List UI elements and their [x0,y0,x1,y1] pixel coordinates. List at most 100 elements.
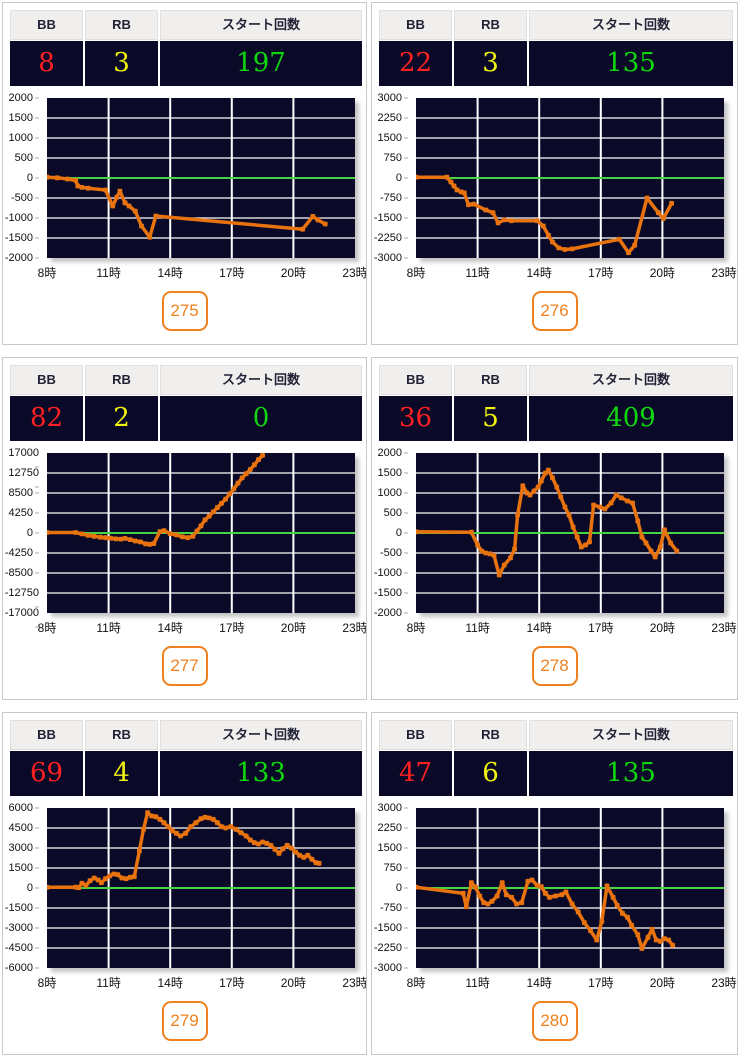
x-axis-label: 11時 [465,621,490,635]
stats-table: BB RB スタート回数 22 3 135 [379,10,733,86]
x-axis-label: 20時 [649,266,676,280]
y-axis-label: 6000 [3,801,39,815]
machine-number-badge[interactable]: 276 [531,291,578,331]
plot-area [416,808,724,968]
y-axis-label: -8500 [3,566,39,580]
y-axis-label: -2250 [372,231,408,245]
x-axis-label: 17時 [588,976,614,990]
plot-area [47,98,355,258]
x-axis-label: 8時 [37,266,57,280]
y-axis-label: 17000 [3,446,39,474]
bb-header: BB [379,10,452,40]
y-axis-label: -2000 [372,606,408,620]
y-axis-label: 4500 [3,821,39,835]
y-axis-label: -4250 [3,546,39,560]
x-axis-label: 17時 [219,266,245,280]
rb-header: RB [85,365,158,395]
y-axis-label: -3000 [372,961,408,975]
machine-panel-277: BB RB スタート回数 82 2 0 17000 12750 8500 4250 0 -… [2,357,367,700]
x-axis-label: 8時 [37,621,57,635]
y-axis-label: 500 [372,506,408,520]
x-axis-label: 11時 [96,266,121,280]
slump-graph: 3000 2250 1500 750 0 -750 -1500 -2250 -3000 8時 11時… [372,800,737,992]
y-axis-label: -1500 [372,211,408,225]
machine-panel-276: BB RB スタート回数 22 3 135 3000 2250 1500 750 0 -7… [371,2,738,345]
y-axis-label: 1500 [3,111,39,125]
y-axis-label: -750 [372,901,408,915]
x-axis-label: 20時 [280,621,307,635]
x-axis-label: 23時 [342,266,367,280]
y-axis-label: -1000 [372,566,408,580]
y-axis-label: 12750 [3,466,39,494]
stats-table: BB RB スタート回数 82 2 0 [10,365,362,441]
plot-area [416,453,724,613]
y-axis-label: 0 [372,171,408,185]
machine-number-badge[interactable]: 279 [161,1001,208,1041]
x-axis-label: 23時 [711,621,737,635]
y-axis-label: 3000 [372,91,408,105]
x-axis-label: 14時 [526,976,552,990]
x-axis-label: 23時 [711,266,737,280]
bb-value: 36 [379,396,452,441]
bb-value: 82 [10,396,83,441]
machine-panel-279: BB RB スタート回数 69 4 133 6000 4500 3000 1500 0 -… [2,712,367,1055]
x-axis-label: 23時 [342,621,367,635]
badge-row: 276 [372,291,737,331]
machine-number-badge[interactable]: 275 [161,291,208,331]
start-count-value: 133 [160,751,362,796]
y-axis-label: 2250 [372,111,408,125]
badge-row: 277 [3,646,366,686]
x-axis-label: 8時 [406,266,426,280]
start-count-header: スタート回数 [529,10,733,40]
y-axis-label: -500 [372,546,408,560]
stats-table: BB RB スタート回数 47 6 135 [379,720,733,796]
stats-table: BB RB スタート回数 69 4 133 [10,720,362,796]
y-axis-label: 750 [372,861,408,875]
y-axis-label: -3000 [3,921,39,935]
rb-value: 3 [85,41,158,86]
y-axis-label: -1500 [372,921,408,935]
slump-graph: 2000 1500 1000 500 0 -500 -1000 -1500 -2000 8時 11時… [3,90,366,282]
start-count-value: 197 [160,41,362,86]
stats-table: BB RB スタート回数 8 3 197 [10,10,362,86]
start-count-value: 409 [529,396,733,441]
y-axis-label: -4500 [3,941,39,955]
x-axis-label: 14時 [157,976,183,990]
x-axis-label: 11時 [96,976,121,990]
y-axis-label: -12750 [3,586,39,614]
x-axis-label: 8時 [406,621,426,635]
y-axis-label: 0 [372,526,408,540]
start-count-value: 135 [529,41,733,86]
x-axis-label: 17時 [588,621,614,635]
x-axis-label: 20時 [649,621,676,635]
rb-value: 4 [85,751,158,796]
x-axis-label: 8時 [406,976,426,990]
rb-value: 6 [454,751,527,796]
start-count-header: スタート回数 [160,365,362,395]
machine-panel-278: BB RB スタート回数 36 5 409 2000 1500 1000 500 0 -5… [371,357,738,700]
start-count-header: スタート回数 [160,720,362,750]
y-axis-label: -2250 [372,941,408,955]
x-axis-label: 11時 [465,266,490,280]
machine-number-badge[interactable]: 278 [531,646,578,686]
y-axis-label: -6000 [3,961,39,975]
x-axis-label: 11時 [96,621,121,635]
y-axis-label: -1500 [372,586,408,600]
plot-area [416,98,724,258]
slump-graph: 6000 4500 3000 1500 0 -1500 -3000 -4500 -6000 8時 1… [3,800,366,992]
x-axis-label: 17時 [219,976,245,990]
y-axis-label: 0 [3,171,39,185]
x-axis-label: 14時 [157,266,183,280]
machine-panel-280: BB RB スタート回数 47 6 135 3000 2250 1500 750 0 -7… [371,712,738,1055]
x-axis-label: 8時 [37,976,57,990]
x-axis-label: 14時 [526,266,552,280]
y-axis-label: -1000 [3,211,39,225]
machine-number-badge[interactable]: 277 [161,646,208,686]
machine-number-badge[interactable]: 280 [531,1001,578,1041]
rb-header: RB [454,10,527,40]
y-axis-label: -500 [3,191,39,205]
plot-area [47,453,355,613]
y-axis-label: 1000 [372,486,408,500]
bb-value: 47 [379,751,452,796]
